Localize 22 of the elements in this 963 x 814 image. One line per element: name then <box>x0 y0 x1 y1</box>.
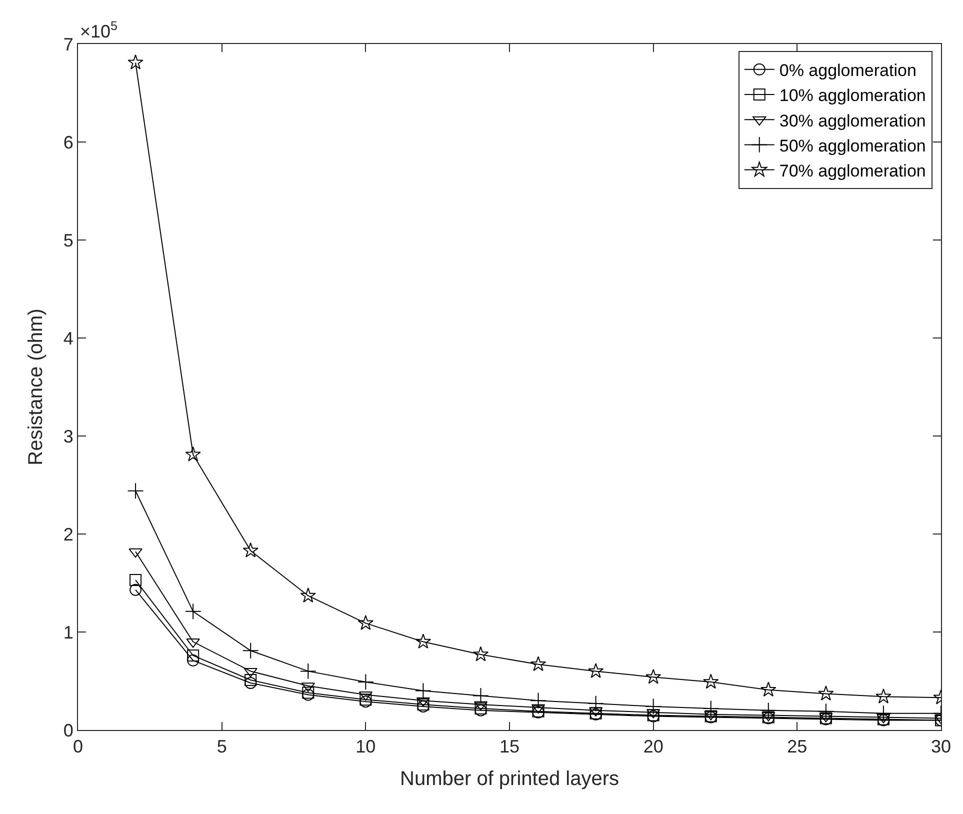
y-tick-label: 4 <box>63 328 74 348</box>
x-tick-label: 20 <box>643 736 664 757</box>
x-axis-title: Number of printed layers <box>400 768 619 790</box>
legend-label: 50% agglomeration <box>779 136 926 156</box>
x-tick-label: 25 <box>787 736 808 757</box>
y-axis-title: Resistance (ohm) <box>24 308 47 466</box>
y-tick-label: 5 <box>63 230 74 250</box>
text: ×10$^{5}$ <box>80 19 118 42</box>
y-tick-label: 3 <box>63 426 74 446</box>
x-tick-label: 5 <box>216 736 227 757</box>
legend-label: 30% agglomeration <box>779 111 926 130</box>
legend-label: 70% agglomeration <box>779 161 926 180</box>
y-tick-label: 6 <box>63 132 74 152</box>
x-tick-label: 30 <box>930 736 952 757</box>
y-tick-label: 0 <box>63 720 74 740</box>
y-tick-label: 1 <box>63 622 74 642</box>
legend-label: 0% agglomeration <box>779 61 916 80</box>
legend-label: 10% agglomeration <box>779 86 926 106</box>
x-tick-label: 15 <box>499 736 520 757</box>
x-tick-label: 10 <box>356 736 376 757</box>
y-tick-label: 7 <box>63 34 74 54</box>
y-tick-label: 2 <box>63 524 74 544</box>
